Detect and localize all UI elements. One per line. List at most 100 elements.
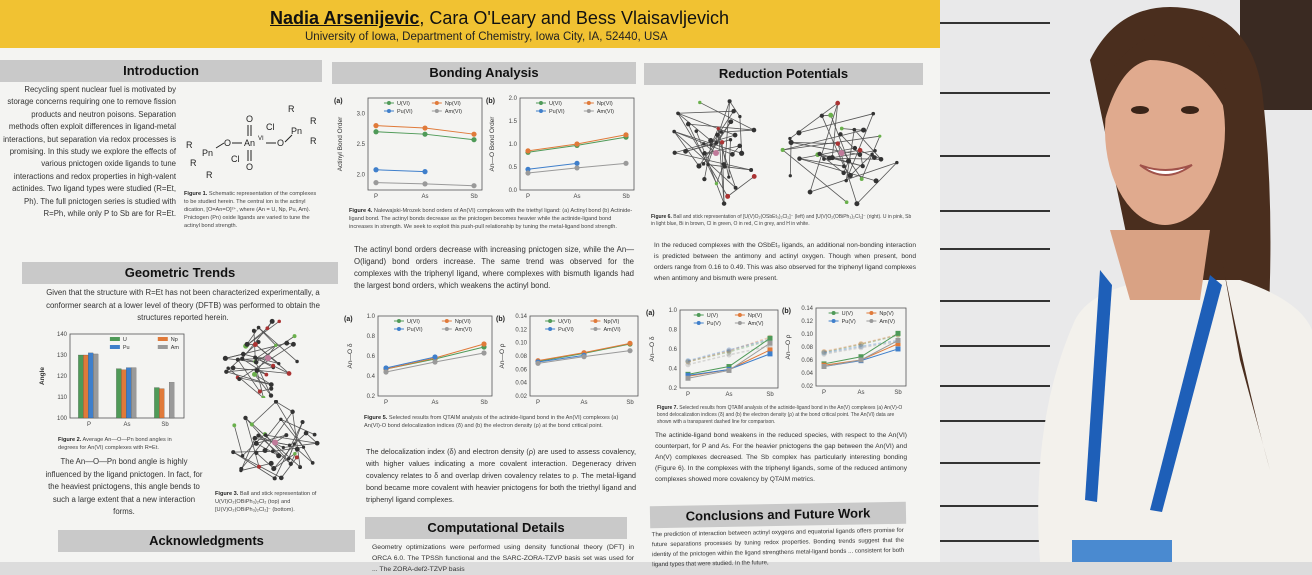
legend-label: Pu(VI) bbox=[397, 109, 413, 115]
atom bbox=[708, 138, 713, 143]
atom bbox=[284, 433, 288, 437]
series-uvi-point bbox=[471, 137, 476, 142]
legend-label: Np(VI) bbox=[603, 319, 619, 325]
atom bbox=[311, 461, 315, 465]
atom bbox=[822, 157, 826, 161]
bar-am-As bbox=[131, 368, 136, 418]
legend-marker bbox=[593, 319, 597, 323]
y-tick-label: 0.04 bbox=[515, 381, 527, 387]
atom bbox=[295, 447, 300, 452]
y-tick-label: 0.5 bbox=[509, 165, 518, 171]
y-axis-label: An—O ρ bbox=[499, 343, 506, 368]
svg-text:R: R bbox=[190, 158, 197, 168]
legend-marker bbox=[397, 319, 401, 323]
legend-label: Pu bbox=[123, 345, 130, 351]
panel-label: (a) bbox=[344, 316, 353, 323]
legend-label: U(V) bbox=[707, 313, 718, 319]
atom bbox=[673, 151, 677, 155]
legend-marker bbox=[738, 313, 742, 317]
x-tick-label: As bbox=[725, 392, 732, 398]
person-photo bbox=[1000, 0, 1312, 562]
atom bbox=[293, 452, 296, 455]
atom bbox=[274, 344, 277, 347]
bonding-analysis-heading: Bonding Analysis bbox=[332, 62, 636, 84]
x-tick-label: As bbox=[573, 194, 580, 200]
y-tick-label: 0.08 bbox=[801, 345, 813, 351]
y-tick-label: 0.4 bbox=[669, 367, 678, 373]
bond bbox=[233, 452, 281, 478]
atom bbox=[289, 462, 293, 466]
atom bbox=[254, 441, 259, 446]
atom bbox=[223, 356, 228, 361]
bond bbox=[246, 321, 279, 346]
atom bbox=[820, 114, 824, 118]
y-tick-label: 3.0 bbox=[357, 111, 366, 117]
panel-label: (b) bbox=[782, 308, 791, 315]
atom bbox=[858, 152, 863, 157]
atom bbox=[854, 201, 859, 206]
y-tick-label: 0.12 bbox=[515, 327, 527, 333]
legend-marker bbox=[697, 321, 701, 325]
y-tick-label: 0.8 bbox=[669, 328, 678, 334]
atom bbox=[853, 146, 857, 150]
y-tick-label: 0.6 bbox=[669, 347, 678, 353]
atom bbox=[304, 431, 309, 436]
y-tick-label: 0.8 bbox=[367, 334, 376, 340]
atom bbox=[271, 466, 276, 471]
atom bbox=[241, 454, 245, 458]
series-puvi-point bbox=[373, 167, 378, 172]
series-uv-point bbox=[768, 336, 773, 341]
svg-text:Pn: Pn bbox=[202, 148, 213, 158]
series-amvi-point bbox=[627, 348, 632, 353]
atom bbox=[781, 148, 785, 152]
atom bbox=[683, 149, 688, 154]
atom bbox=[282, 446, 285, 449]
x-tick-label: P bbox=[87, 422, 91, 428]
series-amvi-point bbox=[623, 161, 628, 166]
bond bbox=[234, 425, 242, 455]
y-tick-label: 120 bbox=[57, 374, 68, 380]
atom bbox=[245, 342, 250, 347]
svg-text:O: O bbox=[224, 138, 231, 148]
fig6-molecule-left bbox=[656, 98, 776, 208]
y-axis-label: An—O Bond Order bbox=[489, 116, 496, 172]
y-tick-label: 1.0 bbox=[367, 314, 376, 320]
atom bbox=[277, 320, 281, 324]
atom bbox=[702, 142, 705, 145]
legend-marker bbox=[869, 311, 873, 315]
atom bbox=[788, 137, 791, 140]
atom bbox=[878, 135, 881, 138]
y-tick-label: 0.2 bbox=[669, 386, 678, 392]
x-tick-label: Sb bbox=[161, 422, 169, 428]
reduction-potentials-heading: Reduction Potentials bbox=[644, 63, 923, 85]
atom bbox=[702, 162, 706, 166]
atom bbox=[842, 164, 846, 168]
legend-marker bbox=[548, 319, 552, 323]
series-amv-point bbox=[768, 341, 773, 346]
atom bbox=[737, 144, 742, 149]
atom bbox=[861, 164, 865, 168]
y-axis-label: An—O ρ bbox=[785, 334, 792, 359]
legend-swatch bbox=[110, 337, 120, 341]
atom bbox=[830, 155, 835, 160]
legend-marker bbox=[832, 311, 836, 315]
legend-marker bbox=[738, 321, 742, 325]
atom bbox=[808, 190, 813, 195]
legend-label: Pu(VI) bbox=[549, 109, 565, 115]
atom bbox=[725, 194, 730, 199]
atom bbox=[698, 101, 701, 104]
atom bbox=[739, 151, 744, 156]
atom bbox=[257, 326, 261, 330]
series-puvi-point bbox=[574, 161, 579, 166]
atom bbox=[845, 200, 849, 204]
legend-marker bbox=[587, 101, 591, 105]
bonding-text-2: The delocalization index (δ) and electro… bbox=[366, 446, 636, 506]
atom bbox=[269, 393, 273, 397]
atom bbox=[252, 329, 256, 333]
